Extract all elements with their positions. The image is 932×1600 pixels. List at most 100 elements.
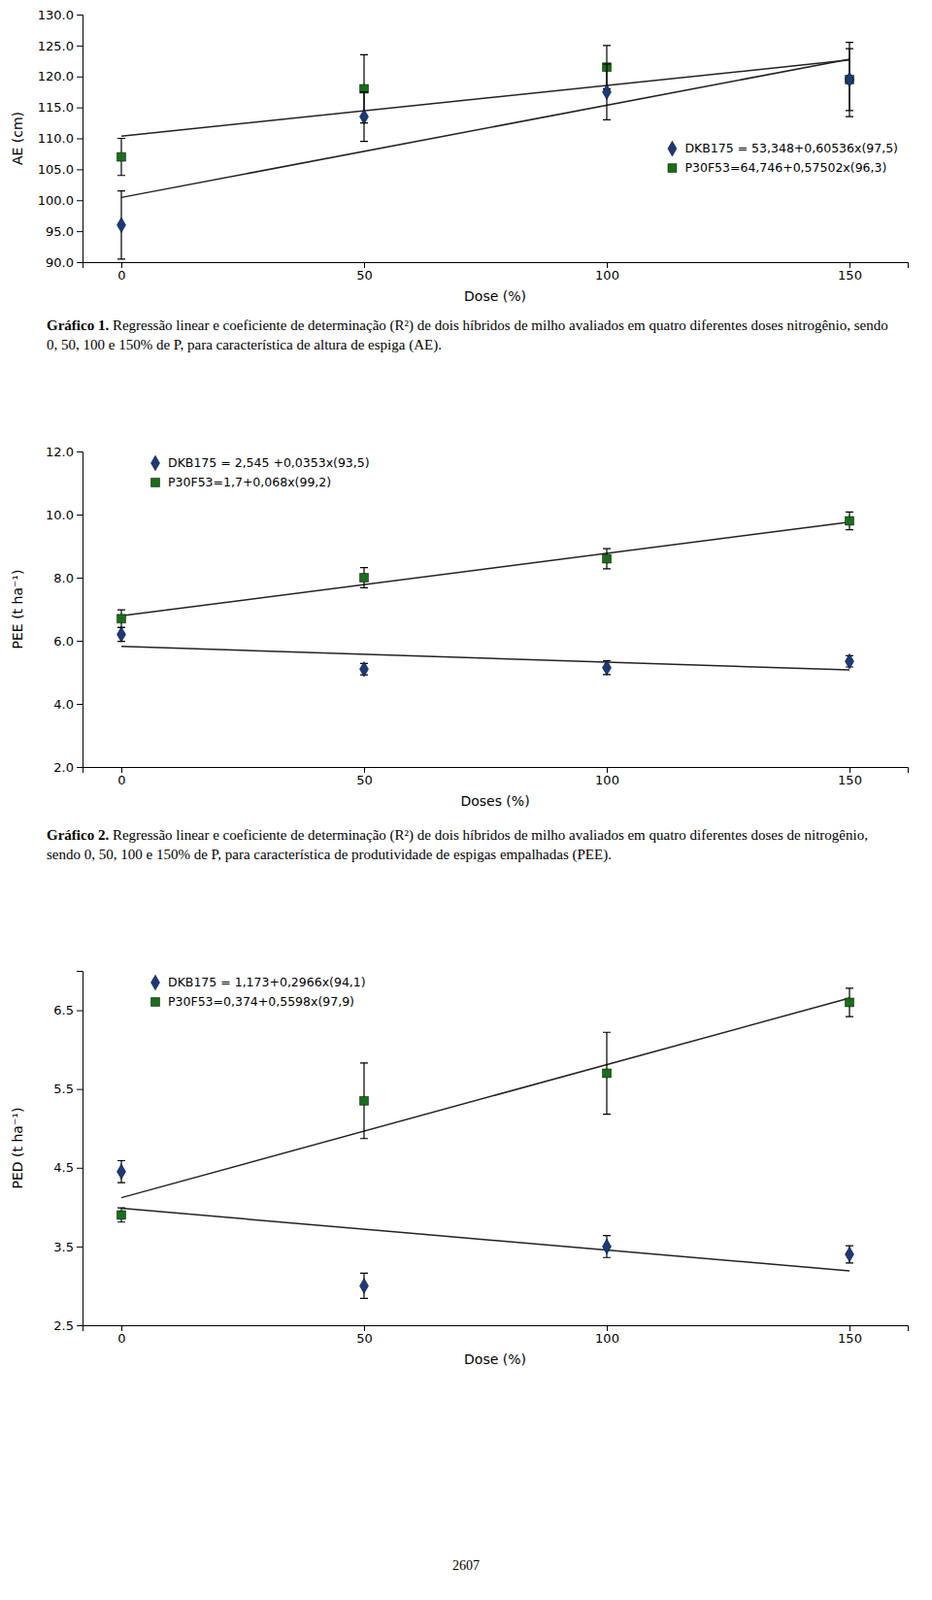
point <box>845 1246 855 1263</box>
tick-mark <box>76 640 83 642</box>
tick-label: 2.0 <box>53 760 74 775</box>
tick-mark <box>364 1325 366 1332</box>
point <box>360 573 369 583</box>
point <box>602 660 612 676</box>
tick-mark <box>76 45 83 47</box>
tick: 115.0 <box>37 99 83 115</box>
tick-label: 5.5 <box>53 1081 74 1097</box>
tick-mark <box>76 514 83 516</box>
regression-line <box>121 522 850 617</box>
tick: 2.5 <box>53 1318 83 1333</box>
legend-marker <box>667 140 677 157</box>
point <box>117 152 127 162</box>
tick: 0 <box>117 262 126 283</box>
tick: 110.0 <box>37 131 83 146</box>
tick-mark <box>76 76 83 78</box>
chart: 0501001502.53.54.55.56.5Dose (%)PED (t h… <box>0 956 932 1374</box>
tick: 95.0 <box>45 224 83 239</box>
tick: 130.0 <box>37 7 83 23</box>
caption: Gráfico 1. Regressão linear e coeficient… <box>46 315 892 356</box>
legend-item: DKB175 = 53,348+0,60536x(97,5) <box>667 140 899 157</box>
marks <box>117 988 855 1299</box>
tick-mark <box>76 766 83 768</box>
tick-label: 90.0 <box>45 255 74 270</box>
tick-label: 100 <box>595 267 620 283</box>
point <box>360 108 369 125</box>
tick-label: 4.0 <box>53 697 74 712</box>
tick: 150 <box>837 766 863 788</box>
tick: 2.0 <box>53 760 83 775</box>
plot: 0501001502.04.06.08.010.012.0Doses (%)PE… <box>9 444 909 809</box>
error-bar <box>845 988 854 1017</box>
legend: DKB175 = 53,348+0,60536x(97,5) P30F53=64,… <box>667 140 899 175</box>
tick: 0 <box>117 766 126 788</box>
tick-mark <box>849 1325 851 1332</box>
point <box>602 554 612 564</box>
point <box>602 1068 612 1078</box>
tick-mark <box>121 1325 123 1332</box>
axis-line <box>83 1326 909 1332</box>
tick: 6.5 <box>53 1002 83 1018</box>
axis-line <box>76 452 84 768</box>
legend-label: P30F53=1,7+0,068x(99,2) <box>167 474 332 490</box>
point <box>845 998 855 1007</box>
point <box>117 1164 127 1180</box>
error-bar <box>360 567 368 589</box>
y-axis-title: PED (t ha⁻¹) <box>9 1107 26 1190</box>
tick-mark <box>849 766 851 773</box>
tick-label: 100 <box>595 772 620 788</box>
error-bar <box>117 138 126 176</box>
tick-mark <box>76 107 83 109</box>
legend-label: DKB175 = 2,545 +0,0353x(93,5) <box>167 455 370 470</box>
regression-line <box>121 998 850 1199</box>
tick-mark <box>76 1010 83 1012</box>
tick: 0 <box>117 1325 126 1346</box>
regression-line <box>121 60 850 136</box>
tick-label: 3.5 <box>53 1239 74 1255</box>
tick-mark <box>606 766 608 773</box>
tick: 4.0 <box>53 697 83 712</box>
tick-label: 10.0 <box>45 507 74 523</box>
y-axis-title: PEE (t ha⁻¹) <box>9 569 26 650</box>
caption-text: Regressão linear e coeficiente de determ… <box>46 827 872 863</box>
tick: 90.0 <box>45 255 83 270</box>
tick: 120.0 <box>37 68 83 84</box>
legend-label: P30F53=64,746+0,57502x(96,3) <box>684 160 887 175</box>
error-bar <box>602 660 611 674</box>
tick: 125.0 <box>37 38 83 54</box>
point <box>845 516 855 526</box>
tick-label: 8.0 <box>53 570 74 586</box>
tick: 6.0 <box>53 633 83 649</box>
tick: 100.0 <box>37 193 83 208</box>
point <box>117 627 127 643</box>
tick-label: 150 <box>837 267 863 283</box>
tick: 100 <box>595 262 620 283</box>
point <box>602 1238 612 1255</box>
tick-mark <box>76 138 83 140</box>
error-bar <box>845 1245 854 1264</box>
tick-mark <box>849 262 851 268</box>
tick-label: 150 <box>837 772 863 788</box>
tick-mark <box>76 703 83 705</box>
series <box>117 627 855 677</box>
legend-marker <box>151 455 161 471</box>
y-axis: 2.5 3.5 4.5 5.5 6.5 <box>53 971 83 1333</box>
tick-mark <box>76 1167 83 1169</box>
tick-label: 4.5 <box>53 1160 74 1175</box>
marks <box>117 511 855 677</box>
x-axis: 050100150 <box>83 1325 909 1346</box>
error-bar <box>602 548 611 569</box>
legend-label: DKB175 = 53,348+0,60536x(97,5) <box>684 140 899 156</box>
tick-label: 125.0 <box>37 38 74 54</box>
tick-label: 6.5 <box>53 1002 74 1018</box>
tick-label: 95.0 <box>45 224 74 239</box>
tick: 50 <box>356 766 373 788</box>
caption: Gráfico 2. Regressão linear e coeficient… <box>46 825 892 866</box>
legend-marker <box>667 164 677 173</box>
tick-mark <box>121 262 123 268</box>
tick-mark <box>606 1325 608 1332</box>
tick: 8.0 <box>53 570 83 586</box>
series <box>117 511 855 628</box>
point <box>117 614 127 624</box>
error-bar <box>845 511 854 530</box>
